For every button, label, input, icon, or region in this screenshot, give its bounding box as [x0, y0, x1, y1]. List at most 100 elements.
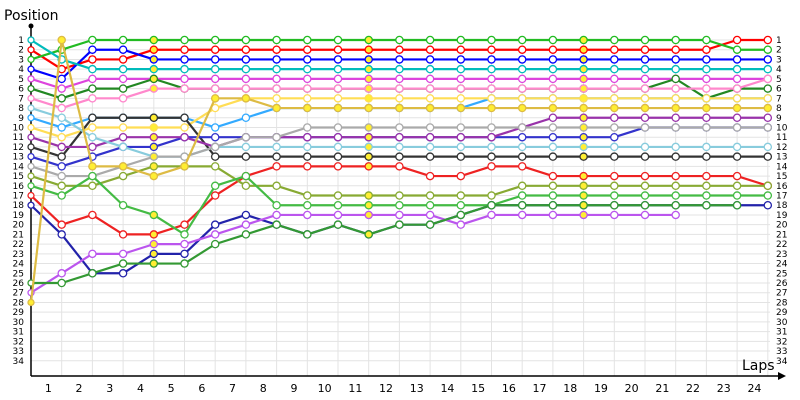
end-position-label: 4 [776, 65, 782, 75]
data-point [57, 123, 66, 132]
x-tick-label: 24 [747, 382, 761, 395]
data-point [118, 84, 128, 93]
data-point [640, 171, 650, 181]
x-tick-label: 14 [440, 382, 454, 395]
data-point [303, 84, 312, 93]
data-point [702, 84, 711, 93]
data-point [27, 201, 35, 209]
data-point [640, 191, 650, 200]
data-point [517, 210, 527, 220]
y-tick-label: 11 [13, 133, 24, 143]
data-point [671, 123, 680, 132]
data-point [671, 55, 680, 64]
y-tick-label: 3 [18, 55, 24, 65]
data-point [425, 55, 435, 64]
end-position-label: 7 [776, 94, 782, 104]
data-point [640, 103, 650, 113]
data-point [149, 55, 159, 64]
data-point [395, 84, 404, 93]
data-point [333, 132, 343, 142]
data-point [210, 220, 220, 229]
data-point [671, 64, 680, 74]
data-point [395, 210, 404, 220]
data-point [27, 36, 35, 44]
series-20 [27, 200, 742, 288]
end-position-label: 12 [776, 143, 787, 153]
data-point [456, 220, 466, 229]
data-point [732, 55, 742, 64]
data-point [272, 84, 281, 93]
data-point [640, 113, 650, 123]
data-point [364, 35, 373, 45]
y-tick-label: 5 [18, 75, 24, 85]
data-point [579, 210, 588, 220]
data-point [487, 123, 496, 132]
data-point [702, 113, 711, 123]
data-point [303, 210, 312, 220]
data-point [118, 94, 128, 103]
end-position-label: 34 [776, 357, 788, 367]
data-point [333, 142, 343, 152]
y-tick-label: 18 [13, 201, 25, 211]
data-point [210, 123, 220, 132]
data-point [456, 200, 466, 210]
data-point [425, 45, 435, 54]
data-point [57, 220, 66, 229]
data-point [671, 181, 680, 191]
data-point [702, 94, 711, 103]
end-position-label: 10 [776, 123, 788, 133]
data-point [395, 200, 404, 210]
data-point [732, 103, 742, 113]
data-point [456, 84, 466, 93]
data-point [303, 191, 312, 200]
x-tick-label: 20 [625, 382, 639, 395]
data-point [27, 75, 35, 83]
data-point [272, 220, 281, 229]
data-point [425, 103, 435, 113]
data-point [272, 94, 281, 103]
data-point [610, 64, 619, 74]
data-point [548, 113, 558, 123]
data-point [27, 152, 35, 161]
data-point [517, 45, 527, 54]
data-point [364, 152, 373, 161]
x-tick-label: 3 [106, 382, 113, 395]
data-point [88, 113, 97, 123]
series-line [31, 204, 738, 285]
data-point [640, 123, 650, 132]
data-point [364, 103, 373, 113]
data-point [241, 132, 251, 142]
data-point [303, 35, 312, 45]
data-point [456, 210, 466, 220]
y-axis-title: Position [4, 8, 59, 24]
data-point [425, 142, 435, 152]
x-axis-arrow-icon [778, 372, 786, 380]
data-point [88, 249, 97, 259]
data-point [272, 152, 281, 161]
data-point [425, 210, 435, 220]
data-point [88, 84, 97, 93]
data-point [610, 55, 619, 64]
y-tick-label: 16 [13, 182, 25, 192]
data-point [610, 132, 619, 142]
data-point [671, 191, 680, 200]
data-point [548, 191, 558, 200]
data-point [180, 113, 189, 123]
data-point [763, 35, 773, 45]
data-point [364, 191, 373, 200]
data-point [671, 171, 680, 181]
data-point [517, 142, 527, 152]
series-3 [27, 45, 773, 84]
end-position-label: 26 [776, 279, 788, 289]
data-point [517, 35, 527, 45]
data-point [456, 171, 466, 181]
data-point [425, 123, 435, 132]
data-point [241, 220, 251, 229]
y-tick-label: 27 [13, 289, 24, 299]
data-point [732, 64, 742, 74]
data-point [487, 142, 496, 152]
data-point [149, 123, 159, 132]
data-point [272, 142, 281, 152]
data-point [487, 84, 496, 93]
